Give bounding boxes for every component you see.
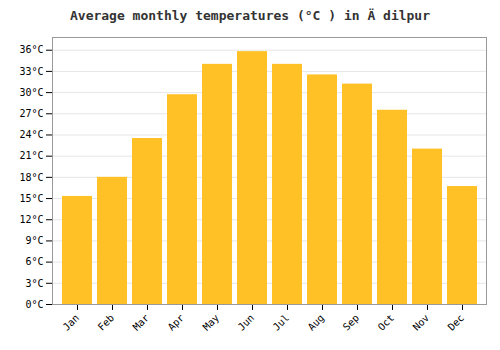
svg-text:30°C: 30°C	[19, 87, 43, 98]
svg-text:Sep: Sep	[341, 312, 362, 333]
svg-text:18°C: 18°C	[19, 172, 43, 183]
svg-text:36°C: 36°C	[19, 44, 43, 55]
svg-text:Jan: Jan	[61, 312, 82, 333]
svg-text:Jul: Jul	[271, 312, 292, 333]
svg-text:Jun: Jun	[236, 312, 257, 333]
svg-text:0°C: 0°C	[25, 299, 43, 310]
html-text:Average monthly temperatures (: Average monthly temperatures (°C ) in Ä …	[70, 8, 430, 23]
svg-text:33°C: 33°C	[19, 66, 43, 77]
svg-text:Nov: Nov	[411, 312, 432, 333]
svg-text:Mar: Mar	[131, 312, 152, 333]
svg-text:Oct: Oct	[376, 312, 397, 333]
svg-text:Dec: Dec	[446, 312, 467, 333]
svg-text:May: May	[201, 312, 222, 333]
svg-text:9°C: 9°C	[25, 235, 43, 246]
svg-text:6°C: 6°C	[25, 256, 43, 267]
svg-text:3°C: 3°C	[25, 278, 43, 289]
svg-text:21°C: 21°C	[19, 150, 43, 161]
svg-text:Aug: Aug	[306, 312, 327, 333]
svg-text:Feb: Feb	[96, 312, 117, 333]
svg-text:Apr: Apr	[166, 312, 187, 333]
svg-text:12°C: 12°C	[19, 214, 43, 225]
svg-text:15°C: 15°C	[19, 193, 43, 204]
svg-text:24°C: 24°C	[19, 129, 43, 140]
svg-text:27°C: 27°C	[19, 108, 43, 119]
